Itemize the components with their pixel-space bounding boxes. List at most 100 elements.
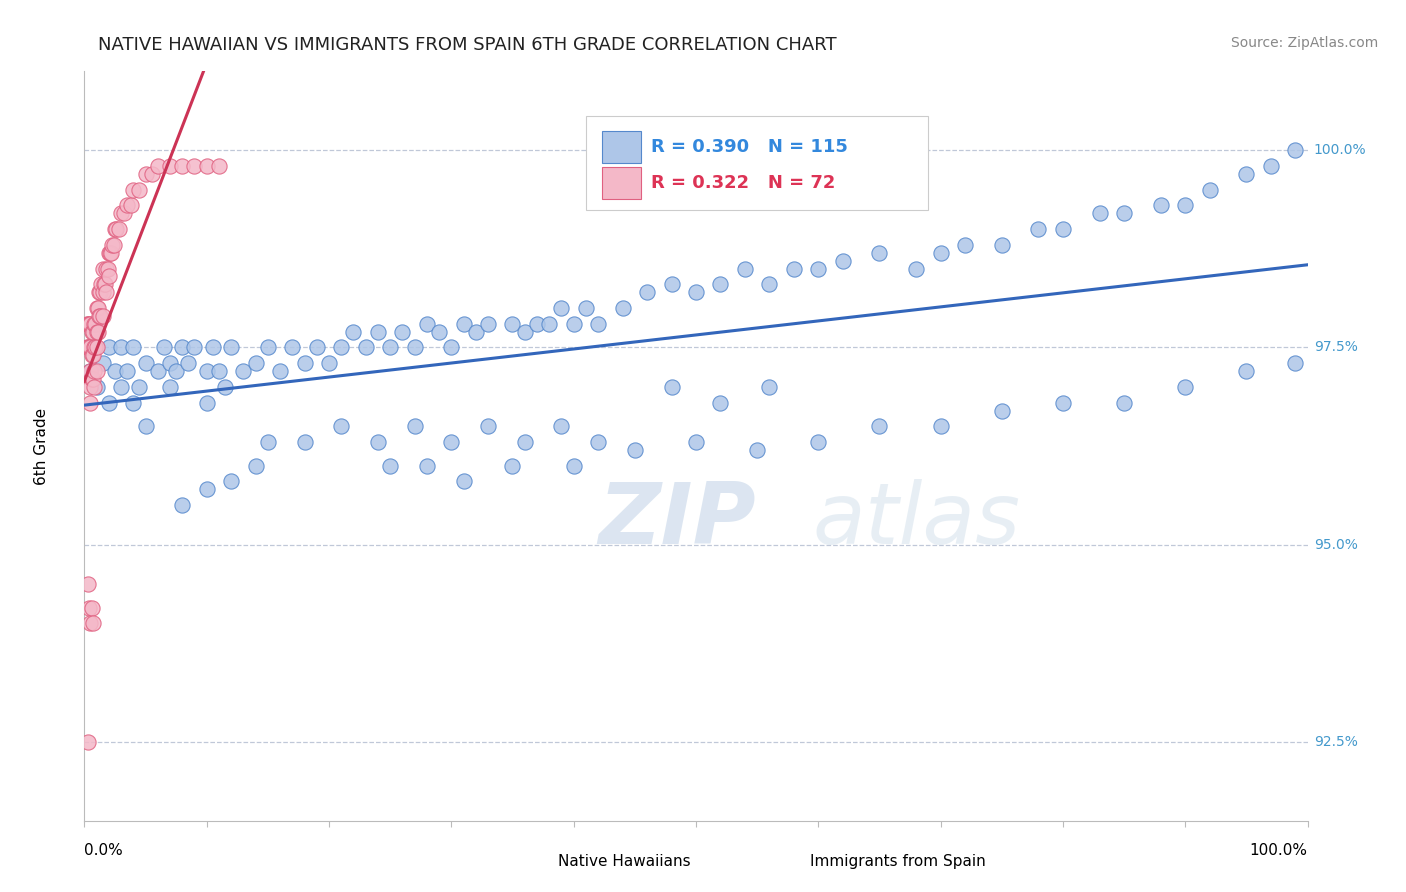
- Point: [195, 483, 218, 497]
- Point: [77, 317, 100, 331]
- Point: [120, 198, 142, 212]
- Point: [208, 159, 231, 173]
- Point: [305, 340, 328, 354]
- Point: [294, 435, 316, 450]
- Point: [141, 167, 163, 181]
- Point: [183, 340, 205, 354]
- Text: 0.0%: 0.0%: [84, 843, 124, 858]
- FancyBboxPatch shape: [775, 854, 804, 871]
- Point: [172, 159, 194, 173]
- Point: [84, 340, 107, 354]
- Point: [159, 356, 181, 370]
- Point: [477, 419, 499, 434]
- Point: [91, 356, 114, 370]
- Point: [79, 616, 101, 631]
- Point: [367, 435, 389, 450]
- Point: [77, 340, 100, 354]
- Point: [661, 380, 683, 394]
- Point: [404, 419, 426, 434]
- Point: [354, 340, 377, 354]
- Point: [526, 317, 548, 331]
- Point: [502, 317, 524, 331]
- Point: [79, 317, 101, 331]
- Point: [97, 395, 120, 409]
- Point: [82, 325, 104, 339]
- Point: [464, 325, 486, 339]
- Point: [1260, 159, 1282, 173]
- Point: [94, 277, 117, 292]
- Point: [86, 364, 108, 378]
- Point: [76, 340, 98, 354]
- Point: [107, 222, 129, 236]
- Point: [208, 364, 231, 378]
- Point: [201, 340, 224, 354]
- Point: [91, 309, 114, 323]
- Point: [636, 285, 658, 300]
- Point: [96, 261, 118, 276]
- Point: [1174, 380, 1197, 394]
- Point: [97, 261, 120, 276]
- Point: [77, 317, 100, 331]
- Point: [440, 435, 463, 450]
- Point: [128, 183, 150, 197]
- Point: [869, 245, 891, 260]
- Point: [86, 340, 108, 354]
- Point: [135, 356, 157, 370]
- Text: Immigrants from Spain: Immigrants from Spain: [810, 855, 986, 870]
- FancyBboxPatch shape: [586, 116, 928, 210]
- Point: [122, 395, 145, 409]
- Point: [77, 340, 100, 354]
- Point: [831, 253, 853, 268]
- Point: [77, 735, 100, 749]
- Point: [105, 222, 128, 236]
- Point: [685, 435, 707, 450]
- Text: ZIP: ZIP: [598, 479, 756, 563]
- Point: [1088, 206, 1111, 220]
- Point: [97, 340, 120, 354]
- Point: [1150, 198, 1173, 212]
- Point: [82, 372, 104, 386]
- Point: [661, 277, 683, 292]
- Point: [269, 364, 291, 378]
- Text: 92.5%: 92.5%: [1313, 735, 1358, 748]
- Point: [1284, 356, 1306, 370]
- Point: [79, 364, 101, 378]
- Point: [416, 317, 439, 331]
- Point: [367, 325, 389, 339]
- Point: [146, 159, 169, 173]
- Point: [380, 340, 402, 354]
- Text: R = 0.390   N = 115: R = 0.390 N = 115: [651, 138, 848, 156]
- Point: [281, 340, 304, 354]
- Point: [93, 277, 115, 292]
- Text: R = 0.322   N = 72: R = 0.322 N = 72: [651, 174, 835, 192]
- Point: [115, 198, 138, 212]
- Point: [91, 261, 114, 276]
- Point: [1052, 395, 1074, 409]
- Point: [135, 167, 157, 181]
- Point: [128, 380, 150, 394]
- Point: [172, 498, 194, 512]
- Point: [513, 325, 536, 339]
- Point: [453, 475, 475, 489]
- Point: [89, 309, 111, 323]
- Point: [562, 317, 585, 331]
- Text: NATIVE HAWAIIAN VS IMMIGRANTS FROM SPAIN 6TH GRADE CORRELATION CHART: NATIVE HAWAIIAN VS IMMIGRANTS FROM SPAIN…: [98, 36, 837, 54]
- Point: [80, 325, 103, 339]
- Point: [98, 245, 121, 260]
- FancyBboxPatch shape: [602, 131, 641, 162]
- Point: [991, 238, 1014, 252]
- Point: [80, 600, 103, 615]
- Point: [416, 458, 439, 473]
- Point: [709, 395, 731, 409]
- Point: [80, 348, 103, 362]
- Point: [453, 317, 475, 331]
- Point: [87, 285, 110, 300]
- Point: [783, 261, 806, 276]
- Text: 97.5%: 97.5%: [1313, 341, 1358, 354]
- Point: [76, 317, 98, 331]
- Point: [219, 475, 242, 489]
- Point: [747, 442, 769, 457]
- Point: [86, 325, 108, 339]
- Point: [440, 340, 463, 354]
- Point: [734, 261, 756, 276]
